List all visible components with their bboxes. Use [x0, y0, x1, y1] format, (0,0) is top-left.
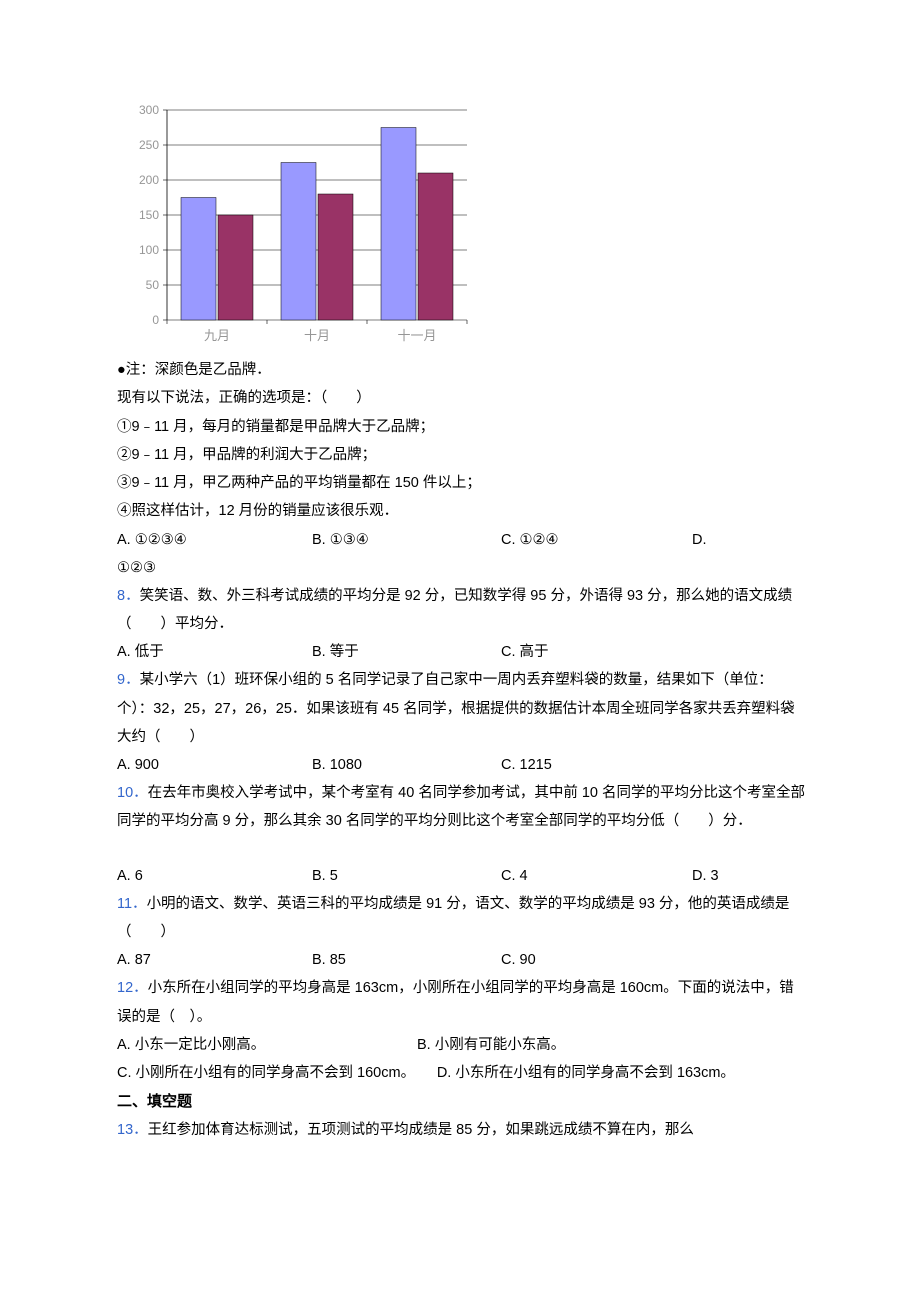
svg-text:50: 50 — [146, 278, 160, 292]
q7-opt-D: D. — [692, 526, 707, 554]
svg-text:0: 0 — [152, 313, 159, 327]
q13: 13．王红参加体育达标测试，五项测试的平均成绩是 85 分，如果跳远成绩不算在内… — [117, 1116, 805, 1144]
chart-svg: 0 50 100 150 200 250 300 九月 十月 十一月 — [117, 100, 477, 350]
svg-text:十一月: 十一月 — [397, 328, 436, 343]
q11-opt-B: B. 85 — [312, 946, 346, 974]
svg-text:250: 250 — [139, 138, 159, 152]
svg-text:十月: 十月 — [304, 328, 330, 343]
q10-opt-A: A. 6 — [117, 862, 143, 890]
q9-opt-C: C. 1215 — [501, 751, 552, 779]
q7-opt-A: A. ①②③④ — [117, 526, 187, 554]
q9-text: 某小学六（1）班环保小组的 5 名同学记录了自己家中一周内丢弃塑料袋的数量，结果… — [117, 672, 795, 745]
q7-s3: ③9﹣11 月，甲乙两种产品的平均销量都在 150 件以上； — [117, 469, 805, 497]
q12-opt-A: A. 小东一定比小刚高。 — [117, 1031, 265, 1059]
q11-options: A. 87 B. 85 C. 90 — [117, 946, 805, 974]
q10-options: A. 6 B. 5 C. 4 D. 3 — [117, 862, 805, 890]
q7-opt-D-cont: ①②③ — [117, 554, 805, 582]
svg-text:100: 100 — [139, 243, 159, 257]
section-2-heading: 二、填空题 — [117, 1087, 805, 1116]
q8-num: 8． — [117, 588, 140, 604]
q10-opt-D: D. 3 — [692, 862, 719, 890]
q7-s2: ②9﹣11 月，甲品牌的利润大于乙品牌； — [117, 441, 805, 469]
svg-text:九月: 九月 — [204, 328, 230, 343]
q10-opt-C: C. 4 — [501, 862, 528, 890]
q7-opt-C: C. ①②④ — [501, 526, 559, 554]
svg-text:300: 300 — [139, 103, 159, 117]
q8-opt-A: A. 低于 — [117, 638, 164, 666]
q12-opt-C: C. 小刚所在小组有的同学身高不会到 160cm。 — [117, 1065, 408, 1081]
q8-opt-C: C. 高于 — [501, 638, 549, 666]
q9-num: 9． — [117, 672, 140, 688]
q8-opt-B: B. 等于 — [312, 638, 359, 666]
q9-opt-B: B. 1080 — [312, 751, 362, 779]
q13-text: 王红参加体育达标测试，五项测试的平均成绩是 85 分，如果跳远成绩不算在内，那么 — [148, 1122, 694, 1138]
q8-options: A. 低于 B. 等于 C. 高于 — [117, 638, 805, 666]
q10-num: 10． — [117, 785, 148, 801]
svg-text:200: 200 — [139, 173, 159, 187]
q11-num: 11． — [117, 896, 147, 912]
q10: 10．在去年市奥校入学考试中，某个考室有 40 名同学参加考试，其中前 10 名… — [117, 779, 805, 836]
q12-options-row1: A. 小东一定比小刚高。 B. 小刚有可能小东高。 — [117, 1031, 805, 1059]
q12-num: 12． — [117, 980, 148, 996]
q11-opt-A: A. 87 — [117, 946, 151, 974]
svg-text:150: 150 — [139, 208, 159, 222]
bar-chart: 0 50 100 150 200 250 300 九月 十月 十一月 — [117, 100, 805, 350]
q12: 12．小东所在小组同学的平均身高是 163cm，小刚所在小组同学的平均身高是 1… — [117, 974, 805, 1031]
q9-opt-A: A. 900 — [117, 751, 159, 779]
q12-text: 小东所在小组同学的平均身高是 163cm，小刚所在小组同学的平均身高是 160c… — [117, 980, 794, 1024]
chart-note: ●注：深颜色是乙品牌． — [117, 356, 805, 384]
q8: 8．笑笑语、数、外三科考试成绩的平均分是 92 分，已知数学得 95 分，外语得… — [117, 582, 805, 639]
q11-text: 小明的语文、数学、英语三科的平均成绩是 91 分，语文、数学的平均成绩是 93 … — [117, 896, 789, 940]
q7-opt-B: B. ①③④ — [312, 526, 369, 554]
q10-text: 在去年市奥校入学考试中，某个考室有 40 名同学参加考试，其中前 10 名同学的… — [117, 785, 805, 829]
q12-opt-D: D. 小东所在小组有的同学身高不会到 163cm。 — [437, 1065, 735, 1081]
q9-options: A. 900 B. 1080 C. 1215 — [117, 751, 805, 779]
q11: 11．小明的语文、数学、英语三科的平均成绩是 91 分，语文、数学的平均成绩是 … — [117, 890, 805, 947]
q13-num: 13． — [117, 1122, 148, 1138]
q7-s1: ①9﹣11 月，每月的销量都是甲品牌大于乙品牌； — [117, 413, 805, 441]
q8-text: 笑笑语、数、外三科考试成绩的平均分是 92 分，已知数学得 95 分，外语得 9… — [117, 588, 792, 632]
q11-opt-C: C. 90 — [501, 946, 536, 974]
q7-options: A. ①②③④ B. ①③④ C. ①②④ D. — [117, 526, 805, 554]
q10-opt-B: B. 5 — [312, 862, 338, 890]
q7-intro: 现有以下说法，正确的选项是：（ ） — [117, 384, 805, 412]
q9: 9．某小学六（1）班环保小组的 5 名同学记录了自己家中一周内丢弃塑料袋的数量，… — [117, 666, 805, 751]
q7-s4: ④照这样估计，12 月份的销量应该很乐观． — [117, 497, 805, 525]
q12-opt-B: B. 小刚有可能小东高。 — [417, 1031, 565, 1059]
q12-options-row2: C. 小刚所在小组有的同学身高不会到 160cm。 D. 小东所在小组有的同学身… — [117, 1059, 805, 1087]
